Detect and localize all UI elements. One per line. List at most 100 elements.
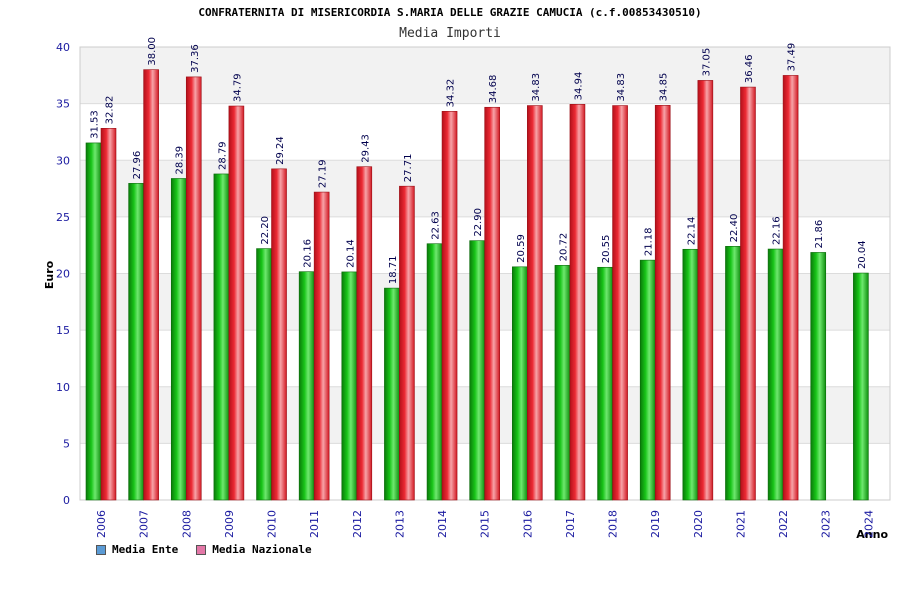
bar-media-ente xyxy=(85,142,102,501)
y-axis-label: Euro xyxy=(43,260,56,289)
x-tick-label: 2017 xyxy=(564,510,577,538)
bar-media-nazionale xyxy=(228,105,245,501)
bar-media-nazionale xyxy=(356,166,373,501)
bars: 31.53 32.82 27.96 38.00 28.39 37.36 28.79 34.79… xyxy=(85,37,869,501)
y-tick-label: 40 xyxy=(56,41,70,54)
data-label: 34.79 xyxy=(232,73,243,102)
data-label: 31.53 xyxy=(90,110,101,139)
y-tick-label: 0 xyxy=(63,494,70,507)
x-tick-label: 2020 xyxy=(692,510,705,538)
chart-title: CONFRATERNITA DI MISERICORDIA S.MARIA DE… xyxy=(198,6,702,19)
data-label: 34.68 xyxy=(488,75,499,104)
x-tick-label: 2019 xyxy=(649,510,662,538)
bar-media-ente xyxy=(384,287,400,501)
bar-media-nazionale xyxy=(143,69,159,501)
x-tick-label: 2011 xyxy=(308,510,321,538)
bar-media-nazionale xyxy=(740,86,756,501)
x-tick-label: 2023 xyxy=(820,510,833,538)
x-tick-label: 2015 xyxy=(479,510,492,538)
data-label: 28.39 xyxy=(175,146,186,175)
bar-media-nazionale xyxy=(697,80,714,501)
data-label: 20.72 xyxy=(558,233,569,262)
bar-media-nazionale xyxy=(313,191,330,501)
data-label: 29.43 xyxy=(360,134,371,163)
y-tick-label: 20 xyxy=(56,268,70,281)
legend-label-ente: Media Ente xyxy=(112,543,179,556)
bar-media-ente xyxy=(725,246,741,501)
bar-media-nazionale xyxy=(782,75,799,501)
bar-media-ente xyxy=(597,266,613,501)
data-label: 27.19 xyxy=(318,159,329,188)
data-label: 27.71 xyxy=(403,154,414,183)
data-label: 32.82 xyxy=(105,96,116,125)
bar-media-ente xyxy=(810,252,827,501)
x-tick-label: 2014 xyxy=(436,510,449,538)
bar-media-nazionale xyxy=(527,105,543,501)
data-label: 34.32 xyxy=(446,79,457,108)
bar-media-nazionale xyxy=(484,106,500,501)
data-label: 20.16 xyxy=(303,239,314,268)
y-tick-label: 25 xyxy=(56,211,70,224)
bar-media-ente xyxy=(426,243,443,501)
data-label: 29.24 xyxy=(275,136,286,165)
data-label: 34.85 xyxy=(659,73,670,102)
bar-media-nazionale xyxy=(441,111,458,501)
bar-media-ente xyxy=(512,266,528,501)
x-tick-label: 2009 xyxy=(223,510,236,538)
bar-media-ente xyxy=(639,259,656,501)
data-label: 18.71 xyxy=(388,255,399,284)
data-label: 21.18 xyxy=(644,227,655,256)
bar-media-ente xyxy=(682,248,699,501)
bar-media-ente xyxy=(469,240,485,501)
x-tick-label: 2022 xyxy=(777,510,790,538)
x-tick-label: 2008 xyxy=(180,510,193,538)
data-label: 27.96 xyxy=(132,151,143,180)
data-label: 20.55 xyxy=(601,235,612,264)
x-tick-label: 2018 xyxy=(607,510,620,538)
data-label: 20.59 xyxy=(516,234,527,263)
bar-media-ente xyxy=(213,173,230,501)
y-tick-label: 30 xyxy=(56,154,70,167)
bar-media-ente xyxy=(554,265,571,501)
bar-media-nazionale xyxy=(271,168,287,501)
data-label: 34.94 xyxy=(573,72,584,101)
data-label: 22.16 xyxy=(772,216,783,245)
data-label: 28.79 xyxy=(217,141,228,170)
x-tick-label: 2021 xyxy=(734,510,747,538)
x-tick-label: 2007 xyxy=(138,510,151,538)
bar-media-ente xyxy=(128,183,144,501)
data-label: 22.40 xyxy=(729,214,740,243)
x-axis-label: Anno xyxy=(856,528,888,541)
bar-media-ente xyxy=(170,178,187,501)
data-label: 38.00 xyxy=(147,37,158,66)
y-tick-label: 35 xyxy=(56,98,70,111)
y-tick-label: 5 xyxy=(63,437,70,450)
bar-media-nazionale xyxy=(654,105,671,501)
data-label: 34.83 xyxy=(531,73,542,102)
legend-swatch-ente xyxy=(96,544,106,555)
bar-media-nazionale xyxy=(185,76,202,501)
bar-media-ente xyxy=(298,271,315,501)
legend-label-nazionale: Media Nazionale xyxy=(212,543,312,556)
x-tick-label: 2024 xyxy=(862,510,875,538)
data-label: 36.46 xyxy=(744,54,755,83)
bar-media-nazionale xyxy=(569,104,586,501)
x-tick-label: 2013 xyxy=(393,510,406,538)
legend-item-ente: Media Ente xyxy=(96,543,178,556)
data-label: 20.04 xyxy=(857,240,868,269)
x-tick-label: 2006 xyxy=(95,510,108,538)
bar-media-ente xyxy=(256,248,272,501)
y-tick-label: 15 xyxy=(56,324,70,337)
x-tick-label: 2010 xyxy=(266,510,279,538)
x-tick-label: 2016 xyxy=(521,510,534,538)
data-label: 37.49 xyxy=(787,43,798,72)
legend-item-nazionale: Media Nazionale xyxy=(196,543,312,556)
bar-media-ente xyxy=(853,272,869,501)
bar-media-nazionale xyxy=(399,185,415,501)
data-label: 20.14 xyxy=(345,239,356,268)
bar-media-nazionale xyxy=(612,105,628,501)
x-tick-label: 2012 xyxy=(351,510,364,538)
data-label: 37.05 xyxy=(701,48,712,77)
legend-swatch-nazionale xyxy=(196,544,207,555)
